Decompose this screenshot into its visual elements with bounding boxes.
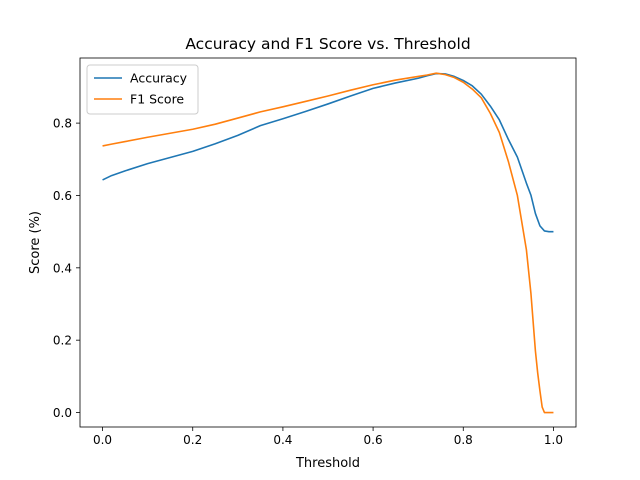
x-tick-label: 0.4 bbox=[273, 433, 292, 447]
x-axis-label: Threshold bbox=[295, 456, 360, 471]
x-tick-label: 0.8 bbox=[454, 433, 473, 447]
x-tick-label: 0.6 bbox=[364, 433, 383, 447]
x-tick-label: 0.2 bbox=[183, 433, 202, 447]
legend-label-f1-score: F1 Score bbox=[130, 92, 184, 107]
legend: Accuracy F1 Score bbox=[86, 64, 199, 115]
series-layer bbox=[102, 72, 554, 414]
legend-label-accuracy: Accuracy bbox=[130, 71, 188, 86]
x-axis: 0.0 0.2 0.4 0.6 0.8 1.0 bbox=[93, 427, 563, 447]
y-tick-label: 0.4 bbox=[53, 261, 72, 275]
y-tick-label: 0.6 bbox=[53, 189, 72, 203]
y-tick-label: 0.2 bbox=[53, 334, 72, 348]
x-tick-label: 1.0 bbox=[544, 433, 563, 447]
chart-title: Accuracy and F1 Score vs. Threshold bbox=[185, 35, 470, 53]
series-line-f1-score bbox=[102, 72, 554, 414]
y-axis: 0.0 0.2 0.4 0.6 0.8 bbox=[53, 117, 80, 420]
y-tick-label: 0.8 bbox=[53, 117, 72, 131]
axes-frame bbox=[79, 57, 577, 428]
x-tick-label: 0.0 bbox=[93, 433, 112, 447]
y-tick-label: 0.0 bbox=[53, 406, 72, 420]
y-axis-label: Score (%) bbox=[28, 211, 43, 274]
